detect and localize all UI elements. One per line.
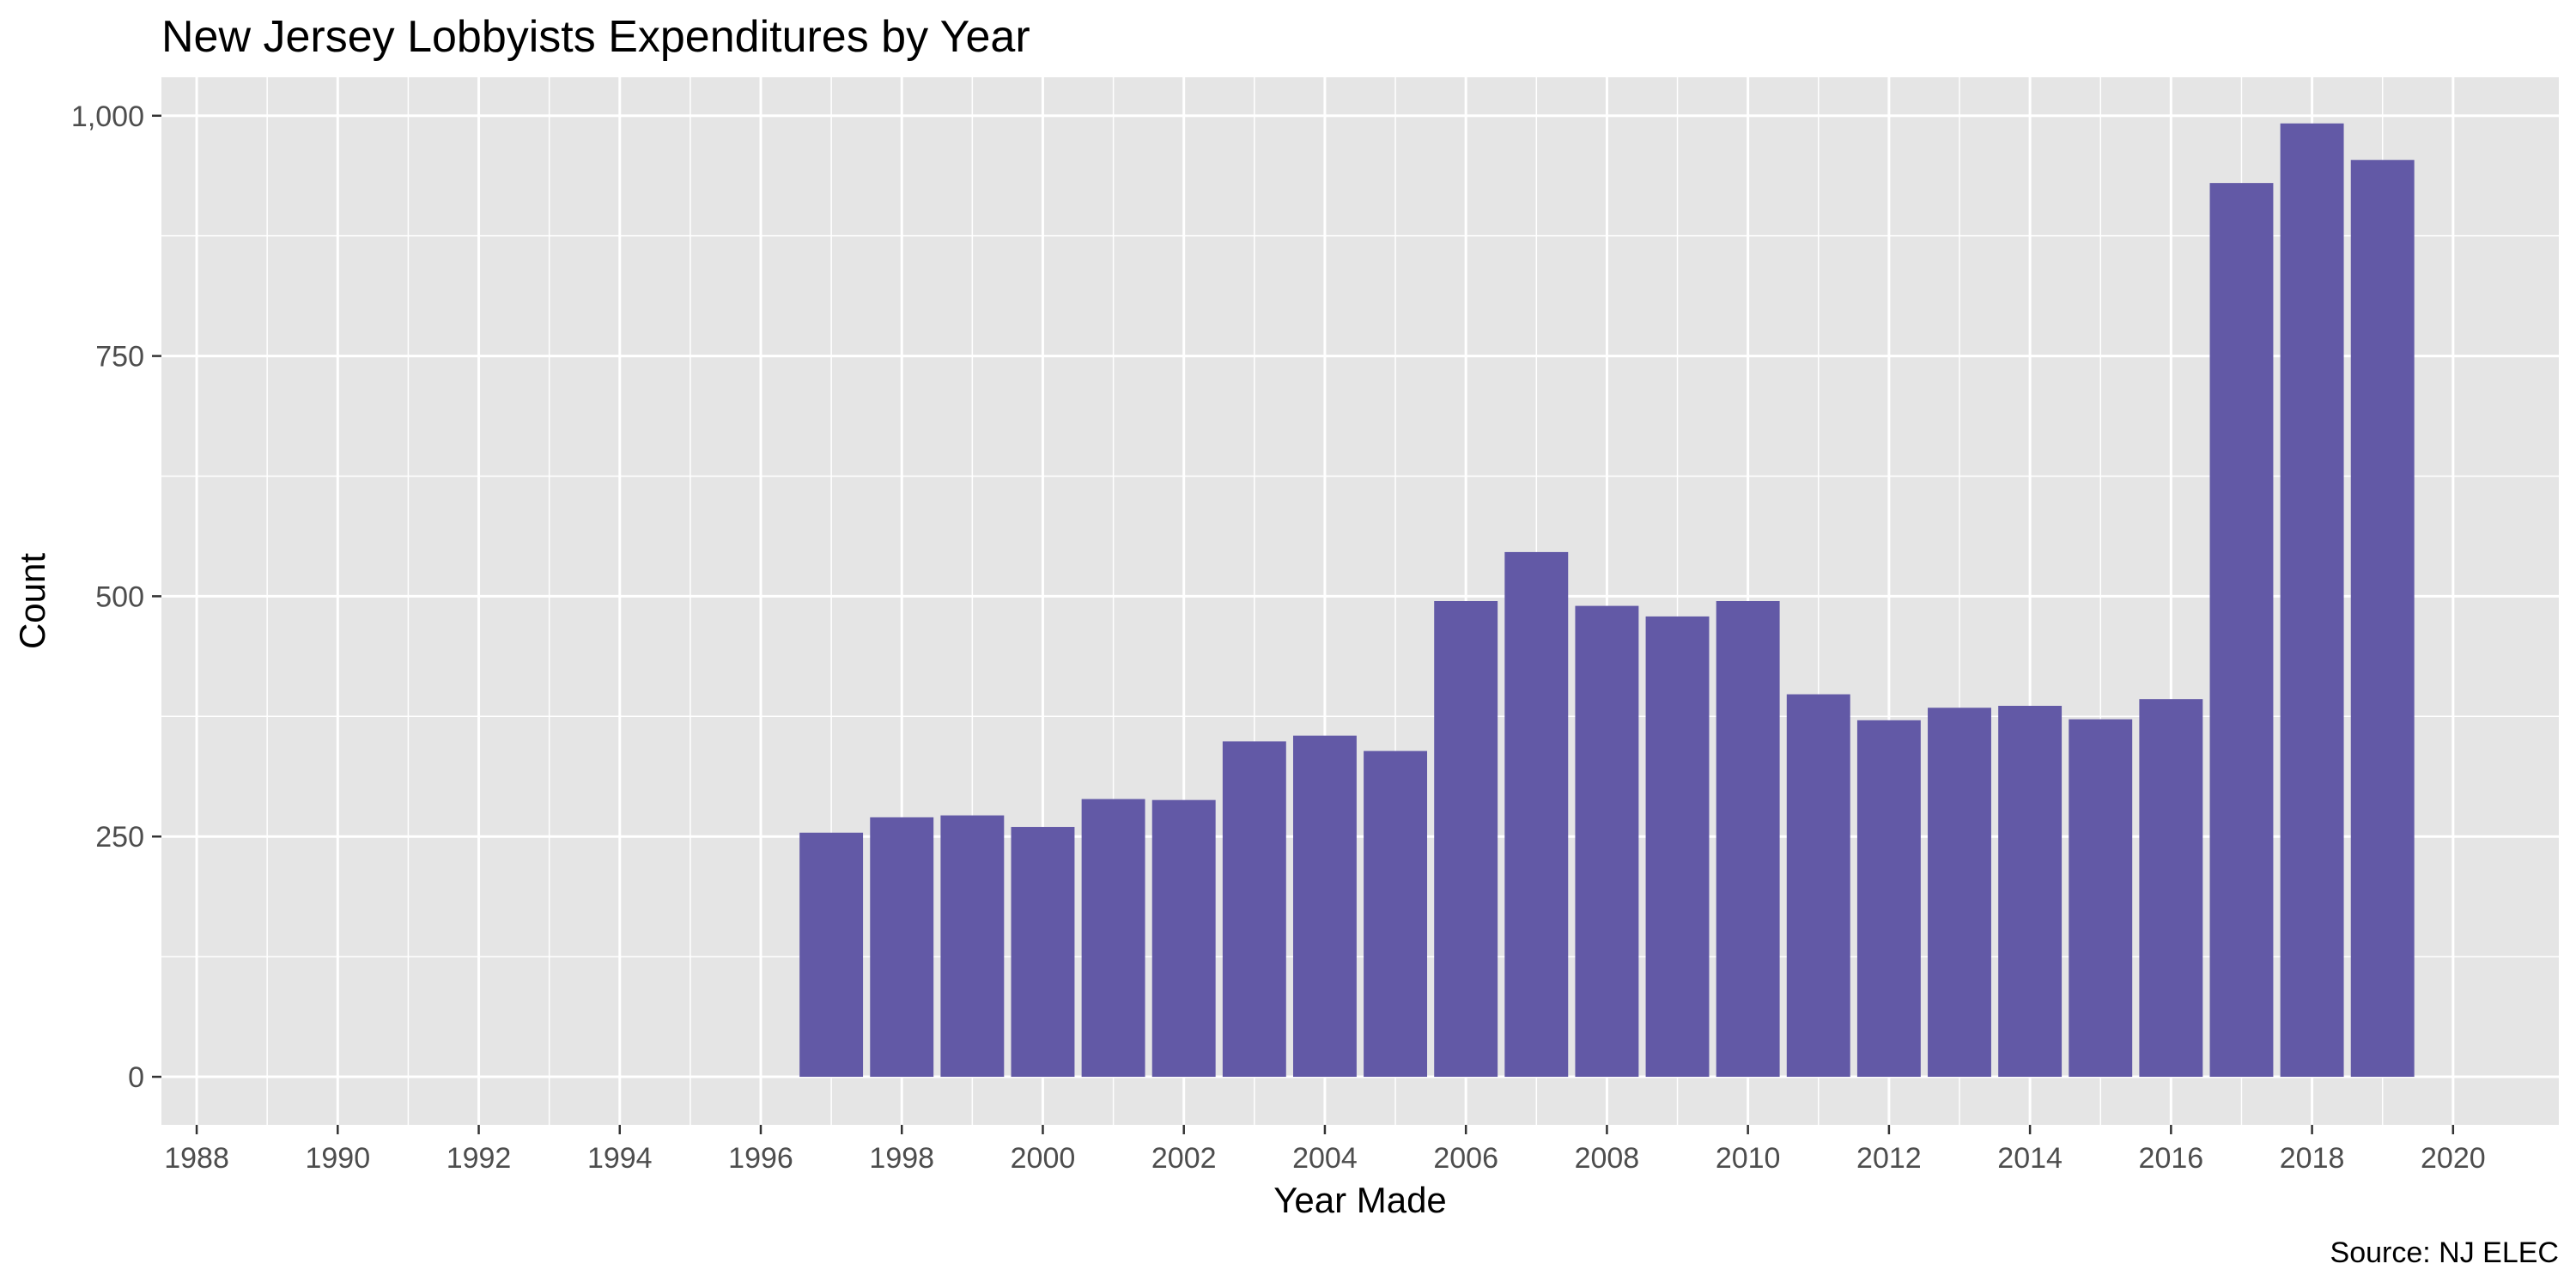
x-tick-label: 1998	[869, 1142, 934, 1175]
y-tick-label: 500	[95, 580, 144, 613]
y-tick-label: 250	[95, 821, 144, 854]
chart-title: New Jersey Lobbyists Expenditures by Yea…	[161, 12, 1030, 62]
x-tick-label: 2004	[1292, 1142, 1358, 1175]
bars	[799, 123, 2415, 1078]
bar-2006	[1434, 601, 1498, 1078]
x-tick-label: 2014	[1997, 1142, 2063, 1175]
x-tick-label: 2000	[1011, 1142, 1076, 1175]
bar-1997	[799, 832, 864, 1078]
bar-2018	[2280, 123, 2344, 1078]
x-tick-label: 1990	[305, 1142, 370, 1175]
bar-2001	[1081, 799, 1145, 1078]
bar-2002	[1151, 799, 1216, 1078]
x-tick-label: 2018	[2280, 1142, 2345, 1175]
bar-2009	[1645, 616, 1710, 1078]
x-tick-label: 2016	[2139, 1142, 2204, 1175]
bar-2012	[1856, 720, 1921, 1078]
x-tick-label: 2008	[1575, 1142, 1640, 1175]
bar-2016	[2139, 699, 2203, 1078]
x-tick-label: 1992	[447, 1142, 512, 1175]
bar-2011	[1786, 694, 1850, 1078]
bar-2013	[1928, 708, 1991, 1078]
bar-2010	[1716, 601, 1780, 1078]
bar-1999	[940, 815, 1005, 1078]
y-tick-label: 1,000	[71, 100, 144, 133]
bar-1998	[870, 817, 934, 1078]
y-tick-label: 0	[128, 1061, 144, 1094]
bar-2004	[1292, 735, 1357, 1078]
bar-2007	[1504, 551, 1569, 1078]
y-axis-title: Count	[12, 553, 52, 649]
bar-2000	[1011, 827, 1075, 1078]
y-tick-label: 750	[95, 341, 144, 374]
x-tick-label: 1996	[728, 1142, 793, 1175]
y-axis: 0 250 500 750 1,000	[71, 100, 161, 1094]
bar-2014	[1998, 706, 2063, 1078]
x-tick-label: 2002	[1151, 1142, 1217, 1175]
x-tick-label: 2010	[1716, 1142, 1781, 1175]
x-tick-label: 2012	[1856, 1142, 1922, 1175]
bar-2019	[2350, 160, 2415, 1078]
chart-caption: Source: NJ ELEC	[2330, 1236, 2559, 1269]
bar-2005	[1364, 750, 1428, 1078]
x-tick-label: 2006	[1433, 1142, 1498, 1175]
bar-2017	[2209, 183, 2274, 1078]
x-tick-label: 1988	[164, 1142, 229, 1175]
x-axis: 1988 1990 1992 1994 1996 1998 2000 2002 2004 2006…	[164, 1125, 2486, 1175]
x-axis-title: Year Made	[1273, 1180, 1447, 1220]
x-tick-label: 1994	[587, 1142, 653, 1175]
bar-2008	[1575, 605, 1639, 1078]
bar-2003	[1222, 741, 1286, 1078]
x-tick-label: 2020	[2421, 1142, 2486, 1175]
bar-2015	[2069, 719, 2133, 1078]
